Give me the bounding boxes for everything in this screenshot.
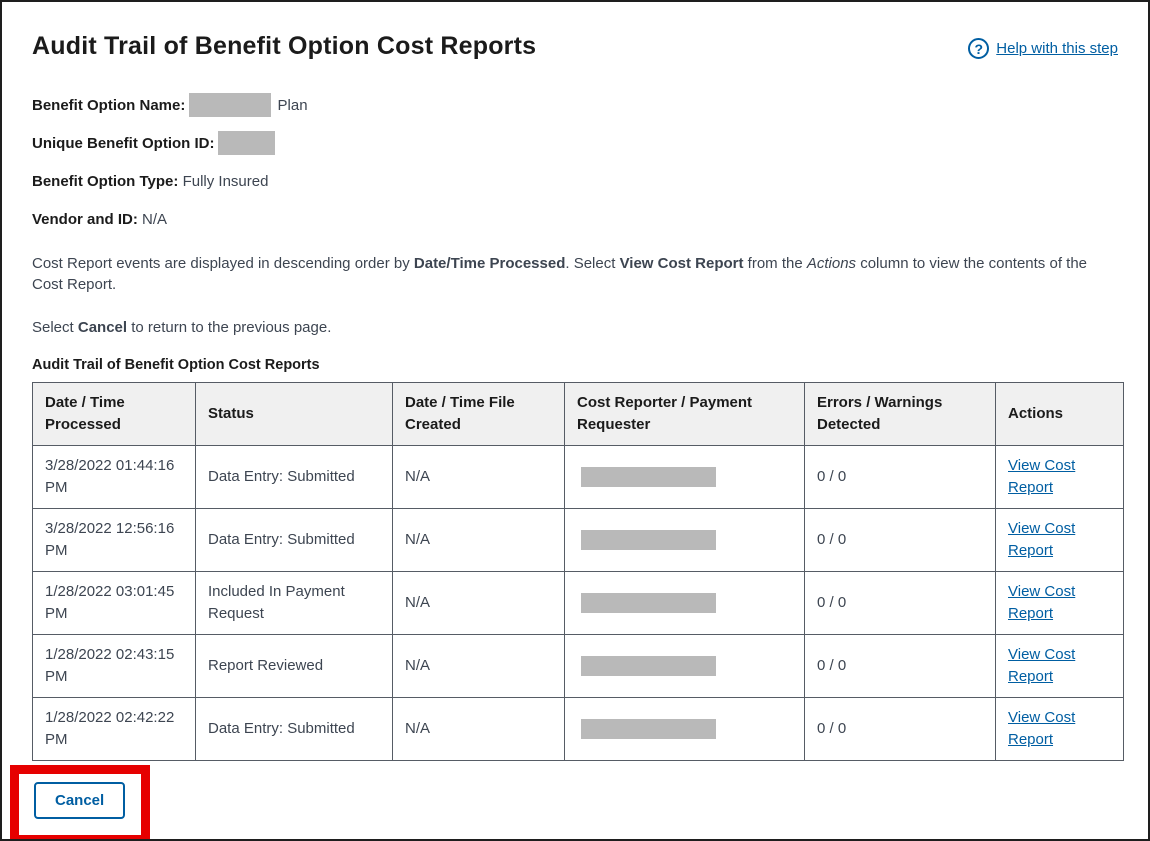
- vendor-and-id-label: Vendor and ID:: [32, 211, 138, 228]
- cell-errors-warnings: 0 / 0: [804, 445, 996, 509]
- table-row: 3/28/2022 12:56:16 PM Data Entry: Submit…: [32, 508, 1124, 572]
- view-cost-report-link[interactable]: View Cost Report: [1008, 583, 1076, 622]
- instructions-paragraph-2: Select Cancel to return to the previous …: [32, 317, 1118, 338]
- instruction-text: from the: [743, 255, 807, 272]
- page-title: Audit Trail of Benefit Option Cost Repor…: [32, 32, 537, 60]
- col-header-cost-reporter: Cost Reporter / Payment Requester: [564, 382, 805, 446]
- cell-errors-warnings: 0 / 0: [804, 697, 996, 761]
- instruction-text-bold: Cancel: [77, 319, 128, 336]
- instruction-text-bold: View Cost Report: [619, 255, 744, 272]
- cell-actions: View Cost Report: [995, 508, 1124, 572]
- col-header-date-time-file-created: Date / Time File Created: [392, 382, 565, 446]
- cell-file-created: N/A: [392, 571, 565, 635]
- instruction-text-bold: Date/Time Processed: [413, 255, 566, 272]
- help-link-label: Help with this step: [996, 40, 1118, 57]
- benefit-option-name-field: Benefit Option Name: Plan: [32, 92, 1118, 117]
- cell-actions: View Cost Report: [995, 445, 1124, 509]
- instruction-text: Cost Report events are displayed in desc…: [32, 255, 414, 272]
- view-cost-report-link[interactable]: View Cost Report: [1008, 520, 1076, 559]
- cell-file-created: N/A: [392, 508, 565, 572]
- redacted-benefit-option-name: [189, 92, 272, 117]
- table-row: 3/28/2022 01:44:16 PM Data Entry: Submit…: [32, 445, 1124, 509]
- redacted-cost-reporter: [581, 593, 716, 614]
- question-circle-icon: ?: [968, 38, 990, 59]
- col-header-status: Status: [195, 382, 393, 446]
- col-header-errors-warnings: Errors / Warnings Detected: [804, 382, 996, 446]
- cell-cost-reporter: [564, 697, 805, 761]
- table-row: 1/28/2022 02:42:22 PM Data Entry: Submit…: [32, 697, 1124, 761]
- cell-actions: View Cost Report: [995, 697, 1124, 761]
- view-cost-report-link[interactable]: View Cost Report: [1008, 646, 1076, 685]
- cell-status: Included In Payment Request: [195, 571, 393, 635]
- redacted-cost-reporter: [581, 719, 716, 740]
- benefit-details: Benefit Option Name: Plan Unique Benefit…: [32, 92, 1118, 231]
- cell-cost-reporter: [564, 634, 805, 698]
- cell-status: Data Entry: Submitted: [195, 508, 393, 572]
- table-row: 1/28/2022 03:01:45 PM Included In Paymen…: [32, 571, 1124, 635]
- cell-errors-warnings: 0 / 0: [804, 634, 996, 698]
- cell-errors-warnings: 0 / 0: [804, 571, 996, 635]
- cell-date-processed: 1/28/2022 02:42:22 PM: [32, 697, 196, 761]
- cell-date-processed: 3/28/2022 01:44:16 PM: [32, 445, 196, 509]
- cell-file-created: N/A: [392, 634, 565, 698]
- cell-cost-reporter: [564, 508, 805, 572]
- cell-actions: View Cost Report: [995, 571, 1124, 635]
- instruction-text: . Select: [565, 255, 620, 272]
- cell-status: Data Entry: Submitted: [195, 697, 393, 761]
- table-caption: Audit Trail of Benefit Option Cost Repor…: [32, 357, 320, 373]
- redacted-unique-benefit-option-id: [218, 130, 276, 155]
- col-header-date-time-processed: Date / Time Processed: [32, 382, 196, 446]
- instruction-text: to return to the previous page.: [127, 319, 332, 336]
- cell-date-processed: 3/28/2022 12:56:16 PM: [32, 508, 196, 572]
- audit-trail-table: Date / Time Processed Status Date / Time…: [32, 382, 1124, 761]
- page-header: Audit Trail of Benefit Option Cost Repor…: [32, 26, 1118, 61]
- benefit-option-type-label: Benefit Option Type:: [32, 173, 179, 190]
- benefit-option-name-label: Benefit Option Name:: [32, 97, 186, 114]
- redacted-cost-reporter: [581, 530, 716, 551]
- cell-date-processed: 1/28/2022 02:43:15 PM: [32, 634, 196, 698]
- cell-cost-reporter: [564, 571, 805, 635]
- table-header-row: Date / Time Processed Status Date / Time…: [32, 382, 1124, 446]
- vendor-and-id-value: N/A: [142, 211, 168, 228]
- cell-status: Data Entry: Submitted: [195, 445, 393, 509]
- vendor-and-id-field: Vendor and ID: N/A: [32, 209, 1118, 231]
- cell-actions: View Cost Report: [995, 634, 1124, 698]
- benefit-option-type-field: Benefit Option Type: Fully Insured: [32, 171, 1118, 193]
- red-highlight-annotation: Cancel: [10, 765, 151, 839]
- cell-status: Report Reviewed: [195, 634, 393, 698]
- benefit-option-type-value: Fully Insured: [182, 173, 269, 190]
- cell-file-created: N/A: [392, 445, 565, 509]
- instruction-text: Select: [32, 319, 78, 336]
- help-with-this-step-link[interactable]: ? Help with this step: [968, 38, 1118, 59]
- redacted-cost-reporter: [581, 656, 716, 677]
- instruction-text-italic: Actions: [806, 255, 857, 272]
- instructions-paragraph-1: Cost Report events are displayed in desc…: [32, 253, 1118, 295]
- col-header-actions: Actions: [995, 382, 1124, 446]
- unique-benefit-option-id-field: Unique Benefit Option ID:: [32, 130, 1118, 155]
- benefit-option-name-suffix: Plan: [277, 97, 308, 114]
- cell-errors-warnings: 0 / 0: [804, 508, 996, 572]
- redacted-cost-reporter: [581, 467, 716, 488]
- cancel-button[interactable]: Cancel: [34, 782, 126, 819]
- instruction-text: column to view the contents of the Cost …: [32, 255, 1088, 293]
- view-cost-report-link[interactable]: View Cost Report: [1008, 709, 1076, 748]
- cell-file-created: N/A: [392, 697, 565, 761]
- cell-cost-reporter: [564, 445, 805, 509]
- cell-date-processed: 1/28/2022 03:01:45 PM: [32, 571, 196, 635]
- unique-benefit-option-id-label: Unique Benefit Option ID:: [32, 135, 215, 152]
- table-row: 1/28/2022 02:43:15 PM Report Reviewed N/…: [32, 634, 1124, 698]
- view-cost-report-link[interactable]: View Cost Report: [1008, 457, 1076, 496]
